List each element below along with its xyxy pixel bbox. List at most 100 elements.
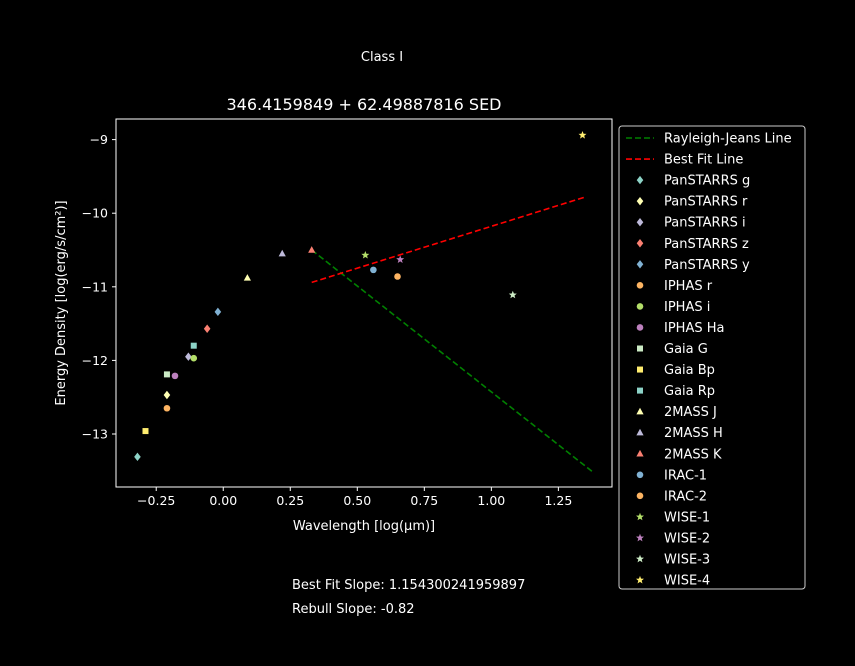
legend-item-panstarrs-g: PanSTARRS g [636, 174, 750, 189]
x-tick-label: 0.00 [209, 493, 237, 508]
point-2mass-h [278, 249, 286, 257]
plot-area [134, 130, 594, 473]
legend-label: Gaia Bp [664, 363, 715, 378]
y-tick-label: −11 [82, 279, 108, 294]
legend-swatch [636, 303, 644, 310]
point-gaia-rp [190, 342, 197, 349]
legend-item-irac-1: IRAC-1 [636, 468, 707, 483]
x-tick-label: 0.25 [276, 493, 304, 508]
chart-title: 346.4159849 + 62.49887816 SED [226, 95, 501, 114]
best-fit-slope-note: Best Fit Slope: 1.154300241959897 [292, 578, 525, 593]
legend-label: 2MASS J [664, 405, 717, 420]
x-tick-label: 1.00 [477, 493, 505, 508]
legend-swatch [636, 175, 644, 185]
legend-label: IPHAS r [664, 279, 713, 294]
y-tick-label: −12 [82, 353, 108, 368]
legend-item-gaia-bp: Gaia Bp [637, 363, 715, 378]
legend-swatch [636, 533, 644, 542]
point-wise-4 [578, 130, 587, 139]
point-panstarrs-g [134, 452, 141, 462]
legend-item-wise-2: WISE-2 [636, 531, 710, 546]
legend-swatch [636, 260, 644, 269]
plot-frame [115, 118, 613, 488]
point-2mass-k [308, 246, 316, 253]
x-tick-label: 0.75 [410, 493, 438, 508]
legend-label: IPHAS Ha [664, 321, 724, 336]
legend-item-2mass-h: 2MASS H [636, 426, 723, 441]
legend-label: WISE-3 [664, 553, 710, 568]
line-best-fit-line [311, 196, 586, 284]
figure-suptitle: Class I [361, 50, 403, 65]
legend-item-wise-3: WISE-3 [636, 553, 710, 568]
point-wise-1 [361, 250, 370, 259]
legend-swatch [636, 218, 644, 227]
legend-label: Rayleigh-Jeans Line [664, 132, 792, 147]
legend-item-gaia-g: Gaia G [637, 342, 708, 357]
legend-label: Best Fit Line [664, 153, 743, 168]
legend-swatch [637, 387, 643, 394]
point-gaia-bp [142, 428, 149, 435]
legend-item-panstarrs-y: PanSTARRS y [636, 258, 750, 273]
legend-item-wise-1: WISE-1 [636, 510, 710, 525]
legend-label: PanSTARRS z [664, 237, 749, 252]
point-2mass-j [243, 274, 251, 281]
point-panstarrs-i [185, 352, 192, 361]
legend-swatch [636, 554, 644, 563]
legend-item-iphas-r: IPHAS r [636, 279, 713, 294]
legend-item-panstarrs-r: PanSTARRS r [636, 195, 748, 210]
x-tick-label: 1.25 [544, 493, 572, 508]
y-axis-label: Energy Density [log(erg/s/cm²)] [54, 200, 69, 405]
x-tick-label: 0.50 [343, 493, 371, 508]
legend-label: WISE-4 [664, 574, 710, 589]
legend-item-rayleigh-jeans-line: Rayleigh-Jeans Line [626, 132, 792, 147]
legend-label: WISE-1 [664, 510, 710, 525]
legend-label: IRAC-1 [664, 468, 707, 483]
point-gaia-g [163, 371, 170, 378]
legend-label: PanSTARRS y [664, 258, 750, 273]
legend-label: 2MASS K [664, 447, 722, 462]
line-rayleigh-jeans-line [311, 249, 594, 473]
legend-item-panstarrs-z: PanSTARRS z [636, 237, 749, 252]
legend-label: Gaia G [664, 342, 708, 357]
point-iphas-ha [171, 372, 179, 380]
legend-swatch [637, 366, 643, 373]
legend-swatch [637, 345, 643, 352]
point-panstarrs-z [203, 324, 211, 333]
point-iphas-i [190, 354, 198, 362]
legend-label: PanSTARRS g [664, 174, 750, 189]
legend-item-gaia-rp: Gaia Rp [637, 384, 715, 399]
legend-swatch [636, 239, 644, 248]
legend-frame [618, 125, 806, 590]
y-tick-label: −13 [82, 427, 108, 442]
legend-item-panstarrs-i: PanSTARRS i [636, 216, 746, 231]
x-tick-label: −0.25 [137, 493, 175, 508]
legend-swatch [636, 575, 644, 584]
legend-item-wise-4: WISE-4 [636, 574, 710, 589]
x-axis-label: Wavelength [log(μm)] [293, 519, 435, 534]
legend-label: PanSTARRS r [664, 195, 748, 210]
legend-item-iphas-i: IPHAS i [636, 300, 710, 315]
point-wise-2 [396, 255, 405, 263]
point-irac-2 [394, 273, 401, 280]
legend-item-iphas-ha: IPHAS Ha [636, 321, 724, 336]
legend-item-irac-2: IRAC-2 [636, 489, 707, 504]
legend-swatch [636, 196, 644, 206]
legend-swatch [636, 428, 644, 436]
legend-label: IRAC-2 [664, 489, 707, 504]
legend-swatch [636, 324, 644, 331]
legend-label: IPHAS i [664, 300, 710, 315]
point-iphas-r [163, 404, 171, 412]
legend: Rayleigh-Jeans Line Best Fit Line PanSTARR… [618, 125, 806, 590]
legend-label: Gaia Rp [664, 384, 715, 399]
legend-swatch [636, 512, 644, 521]
point-panstarrs-y [214, 307, 222, 317]
legend-swatch [636, 471, 644, 479]
legend-swatch [636, 492, 644, 500]
rebull-slope-note: Rebull Slope: -0.82 [292, 602, 415, 617]
legend-swatch [636, 449, 644, 457]
legend-item-best-fit-line: Best Fit Line [626, 153, 743, 168]
legend-swatch [636, 407, 644, 415]
y-tick-label: −10 [82, 206, 108, 221]
y-tick-label: −9 [90, 132, 108, 147]
